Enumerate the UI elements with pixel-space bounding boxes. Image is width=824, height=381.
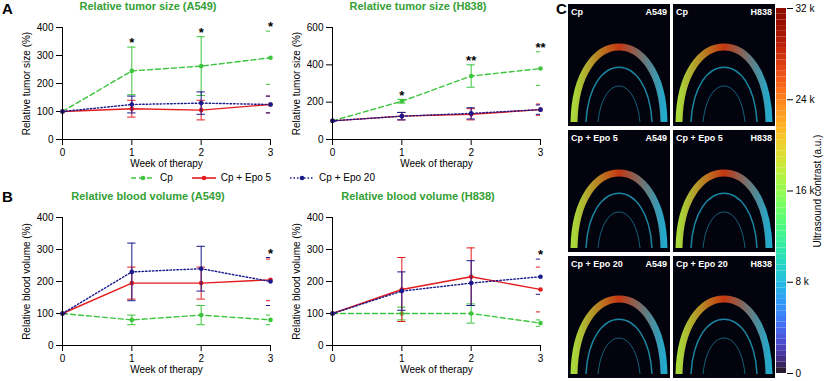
html-text:C: C — [556, 0, 567, 17]
svg-text:Cp + Epo 20: Cp + Epo 20 — [676, 259, 728, 269]
svg-text:8 k: 8 k — [796, 276, 810, 287]
html-text:Cp + Epo 5: Cp + Epo 5 — [220, 172, 272, 183]
svg-text:3: 3 — [538, 353, 544, 364]
svg-text:Ultrasound contrast (a.u.): Ultrasound contrast (a.u.) — [812, 135, 823, 248]
svg-text:100: 100 — [37, 106, 54, 117]
svg-text:2: 2 — [468, 353, 474, 364]
svg-text:A549: A549 — [645, 7, 667, 17]
svg-text:400: 400 — [37, 212, 54, 223]
svg-text:2: 2 — [198, 353, 204, 364]
svg-text:32 k: 32 k — [796, 3, 816, 14]
svg-text:3: 3 — [538, 147, 544, 158]
svg-text:0: 0 — [330, 147, 336, 158]
svg-text:1: 1 — [129, 353, 135, 364]
svg-text:3: 3 — [268, 147, 274, 158]
svg-text:*: * — [199, 25, 205, 40]
svg-text:300: 300 — [37, 244, 54, 255]
svg-text:*: * — [129, 35, 135, 50]
svg-text:200: 200 — [37, 276, 54, 287]
svg-text:H838: H838 — [750, 7, 772, 17]
html-text:A: A — [2, 0, 13, 17]
svg-text:0: 0 — [796, 368, 802, 379]
svg-text:*: * — [268, 19, 274, 34]
svg-text:Cp + Epo 5: Cp + Epo 5 — [676, 133, 723, 143]
svg-text:Week of therapy: Week of therapy — [130, 158, 203, 169]
svg-text:0: 0 — [60, 147, 66, 158]
svg-text:1: 1 — [129, 147, 135, 158]
svg-text:1: 1 — [399, 353, 405, 364]
svg-text:400: 400 — [37, 22, 54, 33]
svg-text:**: ** — [466, 53, 477, 68]
svg-text:Relative tumor size (%): Relative tumor size (%) — [291, 32, 302, 135]
svg-text:24 k: 24 k — [796, 94, 816, 105]
html-text:Cp + Epo 20: Cp + Epo 20 — [319, 172, 375, 183]
svg-text:200: 200 — [37, 78, 54, 89]
svg-text:0: 0 — [48, 340, 54, 351]
html-text:Cp: Cp — [160, 172, 173, 183]
svg-text:200: 200 — [307, 276, 324, 287]
svg-text:Week of therapy: Week of therapy — [400, 364, 473, 375]
svg-text:200: 200 — [307, 96, 324, 107]
svg-text:*: * — [399, 88, 405, 103]
svg-text:2: 2 — [468, 147, 474, 158]
svg-text:*: * — [538, 247, 544, 262]
html-text:B: B — [2, 188, 13, 205]
html-text:Relative blood volume (H838): Relative blood volume (H838) — [341, 190, 495, 202]
svg-text:100: 100 — [37, 308, 54, 319]
svg-text:300: 300 — [307, 244, 324, 255]
svg-text:3: 3 — [268, 353, 274, 364]
svg-text:A549: A549 — [645, 259, 667, 269]
svg-text:Week of therapy: Week of therapy — [130, 364, 203, 375]
svg-text:300: 300 — [37, 50, 54, 61]
svg-text:Relative tumor size (%): Relative tumor size (%) — [21, 32, 32, 135]
html-text:Relative tumor size (H838): Relative tumor size (H838) — [349, 0, 487, 12]
svg-text:Cp + Epo 5: Cp + Epo 5 — [571, 133, 618, 143]
html-text:Relative tumor size (A549): Relative tumor size (A549) — [79, 0, 217, 12]
svg-text:100: 100 — [307, 308, 324, 319]
svg-text:**: ** — [535, 40, 546, 55]
svg-text:H838: H838 — [750, 133, 772, 143]
svg-text:0: 0 — [318, 340, 324, 351]
svg-text:Cp: Cp — [676, 7, 688, 17]
svg-text:400: 400 — [307, 59, 324, 70]
svg-text:Relative blood volume (%): Relative blood volume (%) — [291, 223, 302, 340]
svg-text:0: 0 — [48, 134, 54, 145]
html-text:Relative blood volume (A549): Relative blood volume (A549) — [71, 190, 225, 202]
svg-text:Cp: Cp — [571, 7, 583, 17]
svg-text:Relative blood volume (%): Relative blood volume (%) — [21, 223, 32, 340]
svg-text:2: 2 — [198, 147, 204, 158]
svg-text:1: 1 — [399, 147, 405, 158]
svg-text:*: * — [268, 246, 274, 261]
svg-text:A549: A549 — [645, 133, 667, 143]
svg-text:0: 0 — [60, 353, 66, 364]
svg-text:Cp + Epo 20: Cp + Epo 20 — [571, 259, 623, 269]
svg-text:Week of therapy: Week of therapy — [400, 158, 473, 169]
svg-text:16 k: 16 k — [795, 185, 815, 197]
svg-text:0: 0 — [318, 134, 324, 145]
svg-text:600: 600 — [307, 22, 324, 33]
svg-text:0: 0 — [330, 353, 336, 364]
svg-text:400: 400 — [307, 212, 324, 223]
svg-text:H838: H838 — [750, 259, 772, 269]
